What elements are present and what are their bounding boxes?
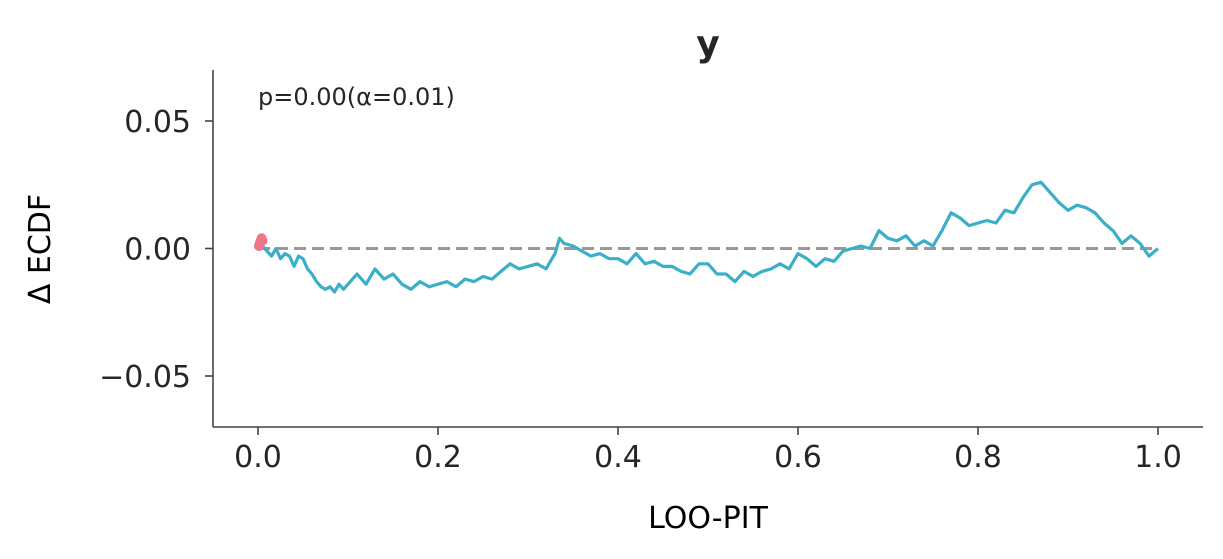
x-axis-label: LOO-PIT [648, 501, 768, 536]
x-tick-label: 0.2 [414, 440, 462, 475]
x-tick-label: 0.0 [234, 440, 282, 475]
highlight-point [257, 235, 268, 246]
chart-title: y [696, 24, 719, 65]
y-axis-label: Δ ECDF [23, 194, 58, 304]
plot-area: 0.0 0.2 0.4 0.6 0.8 1.0 0.05 0.00 −0.05 [99, 70, 1203, 475]
y-tick-label: −0.05 [99, 360, 191, 395]
ecdf-difference-line [256, 180, 1160, 294]
p-value-annotation: p=0.00(α=0.01) [258, 83, 455, 111]
x-tick-label: 0.6 [774, 440, 822, 475]
y-tick-label: 0.05 [124, 105, 191, 140]
y-tick-label: 0.00 [124, 233, 191, 268]
x-tick-label: 1.0 [1134, 440, 1182, 475]
x-tick-label: 0.8 [954, 440, 1002, 475]
x-tick-label: 0.4 [594, 440, 642, 475]
